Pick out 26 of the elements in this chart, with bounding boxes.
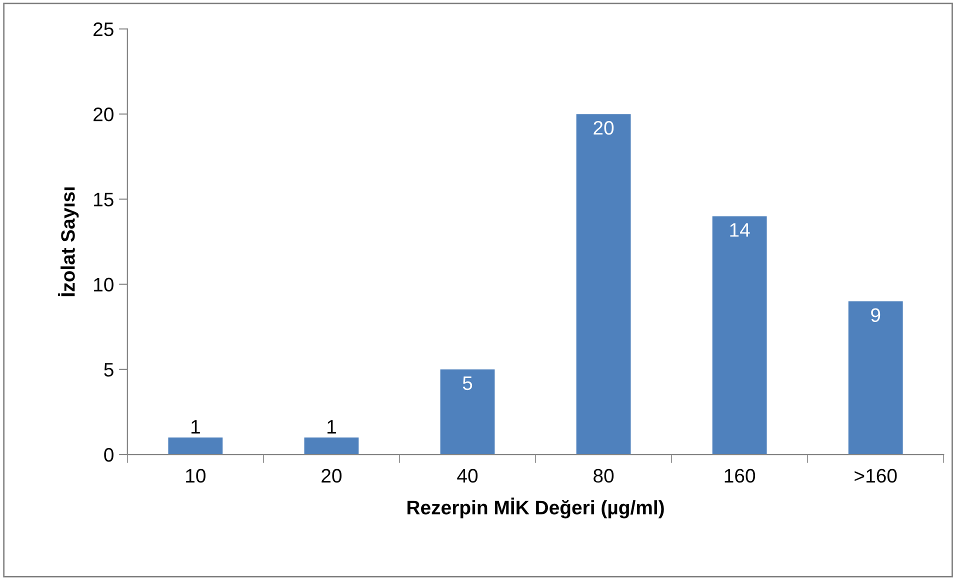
bar	[848, 301, 903, 455]
bar	[440, 369, 495, 455]
y-tick-label: 20	[94, 108, 114, 122]
x-tick-label: 20	[322, 468, 342, 483]
x-tick-label: 80	[594, 468, 614, 483]
y-tick-label: 5	[104, 363, 114, 377]
y-tick-label: 0	[104, 448, 114, 462]
data-label: 20	[594, 120, 614, 135]
y-tick-label: 15	[94, 192, 114, 206]
bar	[168, 437, 223, 455]
bar	[712, 216, 767, 455]
x-tick-label: 160	[724, 468, 756, 483]
data-label: 1	[192, 420, 200, 434]
data-label: 1	[328, 420, 336, 434]
y-axis-title: İzolat Sayısı	[58, 187, 79, 296]
data-label: 9	[871, 308, 880, 322]
bar	[304, 437, 359, 455]
data-label: 5	[462, 376, 472, 390]
bar	[576, 114, 631, 455]
y-tick-label: 25	[94, 22, 114, 36]
x-tick-label: >160	[854, 468, 897, 483]
x-tick-label: 40	[457, 468, 478, 483]
data-label: 14	[730, 223, 750, 237]
x-tick-label: 10	[186, 468, 206, 483]
y-tick-label: 10	[94, 278, 114, 292]
x-axis-title: Rezerpin MİK Değeri (µg/ml)	[408, 498, 664, 518]
